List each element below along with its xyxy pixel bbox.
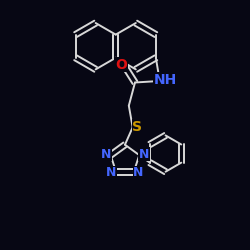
Text: NH: NH <box>154 73 177 87</box>
Text: O: O <box>115 58 127 72</box>
Text: N: N <box>106 166 117 179</box>
Text: S: S <box>132 120 142 134</box>
Text: N: N <box>139 148 149 161</box>
Text: N: N <box>101 148 111 161</box>
Text: N: N <box>133 166 144 179</box>
